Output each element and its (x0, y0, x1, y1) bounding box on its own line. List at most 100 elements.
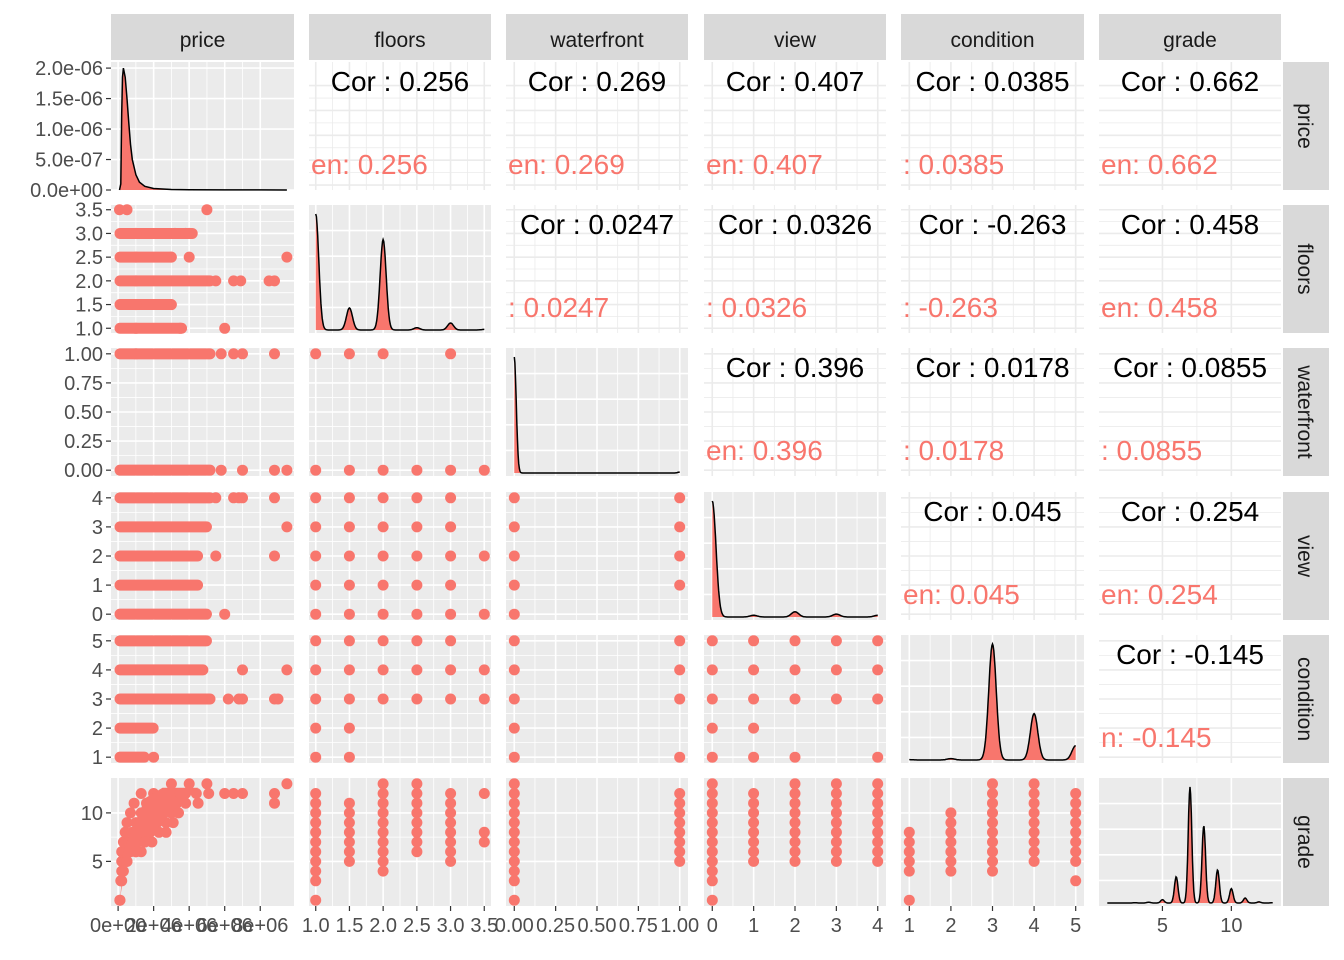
data-point (165, 299, 177, 311)
data-point (269, 275, 280, 287)
data-point (987, 855, 998, 867)
panel-grade-condition (901, 778, 1084, 906)
data-point (872, 751, 884, 763)
data-point (1028, 826, 1040, 838)
data-point (789, 826, 801, 838)
group-correlation-label: en: 0.045 (903, 579, 1020, 610)
data-point (1028, 855, 1040, 867)
group-correlation-label: : 0.0855 (1101, 435, 1202, 466)
panel-view-view (704, 492, 886, 620)
data-point (748, 807, 760, 819)
panel-waterfront-condition: Cor : 0.0178: 0.0178 (901, 348, 1084, 476)
data-point (445, 693, 457, 705)
data-point (310, 846, 322, 858)
point-band (114, 550, 204, 562)
data-point (789, 836, 801, 848)
panel-view-price (111, 492, 294, 620)
density-line (118, 67, 287, 191)
data-point (377, 492, 389, 504)
data-point (987, 826, 998, 838)
data-point (237, 492, 248, 504)
panel-floors-condition: Cor : -0.263: -0.263 (901, 205, 1084, 333)
y-tick-label: 3 (92, 689, 103, 711)
panel-floors-grade: Cor : 0.458 en: 0.458 (1099, 205, 1281, 333)
data-point (987, 797, 998, 809)
data-point (165, 251, 177, 263)
data-point (987, 836, 998, 848)
x-tick-label: 0.50 (578, 915, 617, 937)
data-point (508, 855, 520, 867)
x-tick-label: 0 (707, 915, 718, 937)
data-point (272, 693, 284, 705)
data-point (219, 788, 231, 799)
data-point (130, 348, 142, 360)
group-correlation-label: en: 0.396 (706, 435, 823, 466)
correlation-label: Cor : 0.045 (923, 496, 1062, 527)
data-point (310, 348, 322, 360)
group-correlation-label: : 0.0326 (706, 292, 807, 323)
data-point (789, 664, 801, 676)
data-point (237, 464, 248, 476)
x-tick-label: 1 (748, 915, 759, 937)
data-point (310, 788, 322, 799)
point-cloud (119, 787, 199, 901)
data-point (674, 788, 686, 799)
data-point (478, 464, 490, 476)
point-band (114, 722, 159, 734)
data-point (160, 826, 172, 838)
data-point (945, 836, 957, 848)
data-point (872, 635, 884, 647)
data-point (830, 817, 842, 829)
group-correlation-label: en: 0.407 (706, 149, 823, 180)
data-point (201, 778, 213, 790)
point-band (114, 299, 177, 311)
data-point (748, 855, 760, 867)
data-point (343, 664, 355, 676)
data-point (180, 797, 192, 809)
row-strip-grade: grade (1283, 778, 1329, 906)
data-point (343, 836, 355, 848)
data-point (508, 751, 520, 763)
data-point (1070, 797, 1082, 809)
x-tick-label: 4 (872, 915, 883, 937)
data-point (903, 836, 915, 848)
data-point (411, 778, 423, 790)
data-point (789, 807, 801, 819)
data-point (830, 807, 842, 819)
data-point (310, 836, 322, 848)
data-point (281, 664, 293, 676)
data-point (987, 817, 998, 829)
data-point (237, 788, 248, 799)
data-point (508, 846, 520, 858)
data-point (377, 826, 389, 838)
data-point (789, 817, 801, 829)
data-point (310, 751, 322, 763)
y-tick-label: 2 (92, 546, 103, 568)
data-point (508, 894, 520, 906)
x-tick-label: 2 (945, 915, 956, 937)
column-strip-grade: grade (1099, 14, 1281, 60)
data-point (192, 797, 204, 809)
data-point (508, 693, 520, 705)
data-point (1070, 788, 1082, 799)
data-point (445, 521, 457, 533)
data-point (237, 348, 248, 360)
data-point (377, 846, 389, 858)
density-area (1107, 787, 1273, 903)
data-point (789, 855, 801, 867)
data-point (706, 778, 718, 790)
correlation-label: Cor : 0.0178 (915, 352, 1069, 383)
data-point (706, 788, 718, 799)
panel-waterfront-grade: Cor : 0.0855: 0.0855 (1099, 348, 1281, 476)
group-correlation-label: n: -0.145 (1101, 722, 1212, 753)
correlation-label: Cor : 0.0385 (915, 66, 1069, 97)
column-label-view: view (774, 29, 817, 52)
data-point (343, 579, 355, 591)
panel-grade-price (111, 778, 294, 906)
data-point (789, 797, 801, 809)
data-point (310, 521, 322, 533)
row-strip-price: price (1283, 62, 1329, 190)
data-point (377, 693, 389, 705)
data-point (281, 778, 293, 790)
